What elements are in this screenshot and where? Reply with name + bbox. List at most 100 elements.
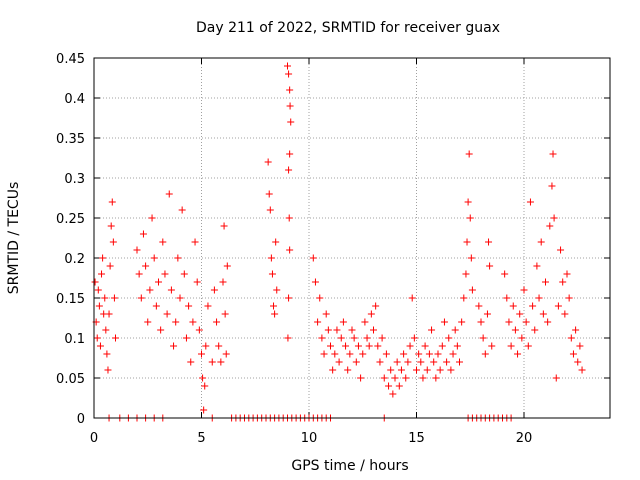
y-tick-label: 0.25 xyxy=(56,212,85,227)
data-point xyxy=(421,342,429,350)
data-point xyxy=(404,358,412,366)
data-point xyxy=(544,318,552,326)
data-point xyxy=(285,166,293,174)
data-point xyxy=(187,358,195,366)
x-tick-label: 10 xyxy=(301,431,318,446)
data-point xyxy=(370,326,377,334)
data-point xyxy=(352,358,360,366)
data-point xyxy=(339,318,347,326)
data-point xyxy=(561,310,569,318)
data-point xyxy=(357,374,365,382)
data-point xyxy=(273,286,281,294)
data-point xyxy=(464,198,472,206)
data-point xyxy=(108,198,116,206)
data-point xyxy=(514,350,522,358)
data-point xyxy=(440,318,448,326)
data-point xyxy=(460,294,468,302)
data-point xyxy=(167,286,175,294)
y-tick-label: 0.15 xyxy=(56,292,85,307)
data-point xyxy=(202,342,210,350)
data-point xyxy=(102,326,110,334)
data-point xyxy=(189,318,197,326)
data-point xyxy=(285,294,293,302)
y-tick-label: 0.2 xyxy=(64,252,85,267)
data-point xyxy=(578,366,586,374)
data-point xyxy=(354,342,362,350)
data-point xyxy=(98,270,106,278)
data-point xyxy=(215,342,223,350)
data-point xyxy=(286,150,294,158)
data-point xyxy=(324,326,332,334)
data-point xyxy=(574,358,582,366)
grid xyxy=(94,58,610,418)
data-point xyxy=(554,302,562,310)
data-point xyxy=(104,366,112,374)
data-point xyxy=(524,342,532,350)
data-point xyxy=(410,334,418,342)
data-point xyxy=(272,238,280,246)
data-point xyxy=(447,366,455,374)
y-tick-label: 0.4 xyxy=(64,92,85,107)
data-point xyxy=(137,294,145,302)
y-tick-label: 0.05 xyxy=(56,372,85,387)
data-point xyxy=(342,342,350,350)
data-point xyxy=(344,366,352,374)
data-point xyxy=(221,310,229,318)
data-point xyxy=(199,374,207,382)
data-point xyxy=(107,222,115,230)
data-point xyxy=(101,294,109,302)
data-point xyxy=(485,238,493,246)
data-point xyxy=(174,254,182,262)
data-point xyxy=(376,358,384,366)
data-point xyxy=(520,286,528,294)
data-point xyxy=(529,302,537,310)
data-point xyxy=(150,254,158,262)
data-point xyxy=(526,198,534,206)
data-point xyxy=(432,374,440,382)
data-point xyxy=(483,310,491,318)
plot-frame xyxy=(93,57,611,419)
data-point xyxy=(195,326,203,334)
data-point xyxy=(213,318,221,326)
data-point xyxy=(451,326,459,334)
data-point xyxy=(286,246,294,254)
y-tick-label: 0.3 xyxy=(64,172,85,187)
y-tick-label: 0.35 xyxy=(56,132,85,147)
data-point xyxy=(378,334,386,342)
data-point xyxy=(139,230,147,238)
data-point xyxy=(486,262,494,270)
data-point xyxy=(348,326,356,334)
data-point xyxy=(346,350,354,358)
data-point xyxy=(400,350,408,358)
data-point xyxy=(408,294,416,302)
ticks: 0 0.05 0.1 0.15 0.2 0.25 0.3 0.35 0.4 0.45 0 5 10 15 2… xyxy=(56,52,610,446)
data-point xyxy=(94,286,102,294)
data-point xyxy=(268,270,276,278)
data-point xyxy=(436,366,444,374)
data-point xyxy=(95,302,103,310)
data-point xyxy=(314,318,322,326)
data-point xyxy=(220,222,228,230)
x-axis-label: GPS time / hours xyxy=(291,458,408,474)
data-point xyxy=(417,358,425,366)
data-point xyxy=(163,310,171,318)
data-point xyxy=(374,342,382,350)
data-point xyxy=(350,334,358,342)
data-point xyxy=(264,158,272,166)
data-point xyxy=(557,246,565,254)
data-point xyxy=(402,374,410,382)
data-point xyxy=(103,350,111,358)
data-point xyxy=(284,62,291,70)
data-point xyxy=(318,334,326,342)
data-point xyxy=(191,238,199,246)
data-point xyxy=(157,326,165,334)
data-point xyxy=(380,374,388,382)
data-point xyxy=(425,350,433,358)
data-point xyxy=(449,350,457,358)
data-point xyxy=(488,342,496,350)
data-point xyxy=(331,350,339,358)
data-point xyxy=(507,342,515,350)
data-point xyxy=(133,246,141,254)
data-point xyxy=(223,262,231,270)
data-point xyxy=(549,150,557,158)
